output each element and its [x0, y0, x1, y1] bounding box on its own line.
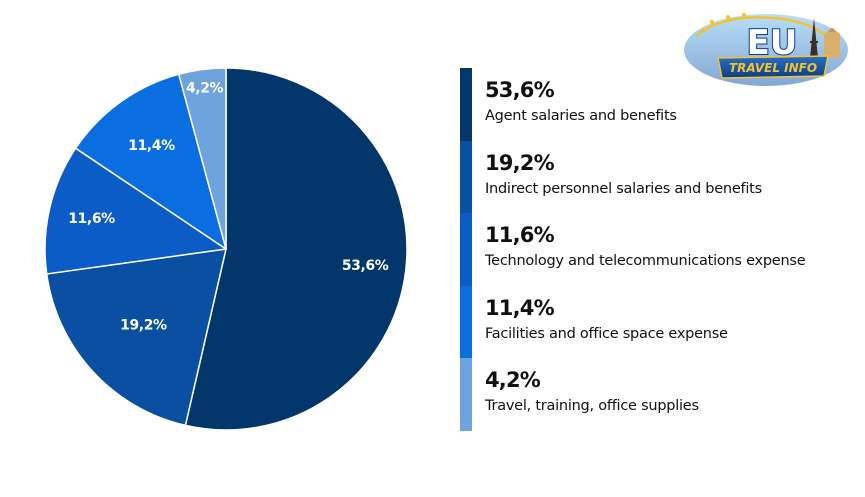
pie-slice-1 — [184, 67, 408, 431]
legend-item-facilities: 11,4% Facilities and office space expens… — [460, 285, 860, 359]
pie-slice-3 — [44, 147, 227, 275]
legend-item-travel-training: 4,2% Travel, training, office supplies — [460, 358, 860, 431]
legend-label: Technology and telecommunications expens… — [485, 253, 806, 270]
pie-slice-label-2: 19,2% — [120, 318, 167, 334]
legend-item-indirect-personnel: 19,2% Indirect personnel salaries and be… — [460, 140, 860, 214]
legend-color-bar — [460, 140, 472, 214]
legend-value: 4,2% — [485, 368, 541, 393]
pie-slice-labels: 53,6% 19,2% 11,6% 11,4% 4,2% — [68, 80, 389, 333]
legend-value: 19,2% — [485, 150, 555, 175]
legend: 53,6% Agent salaries and benefits 19,2% … — [460, 68, 860, 431]
pie-slice-2 — [45, 248, 227, 427]
legend-label: Agent salaries and benefits — [485, 108, 677, 124]
pie-slice-label-3: 11,6% — [68, 211, 115, 227]
legend-label: Facilities and office space expense — [485, 325, 728, 342]
star-icon — [702, 13, 746, 32]
eu-travel-info-logo: EU TRAVEL INFO — [684, 13, 848, 86]
legend-value: 11,6% — [485, 223, 555, 248]
legend-color-bar — [460, 358, 472, 431]
legend-label: Indirect personnel salaries and benefits — [485, 180, 762, 197]
pie-chart: 53,6% 19,2% 11,6% 11,4% 4,2% — [44, 67, 408, 431]
legend-value: 53,6% — [485, 78, 555, 102]
pie-slice-5 — [178, 67, 227, 250]
pie-slice-4 — [74, 73, 227, 250]
pie-slices — [44, 67, 408, 431]
legend-item-agent-salaries: 53,6% Agent salaries and benefits — [460, 68, 860, 141]
legend-label: Travel, training, office supplies — [485, 398, 699, 415]
legend-value: 11,4% — [485, 295, 555, 320]
legend-item-technology: 11,6% Technology and telecommunications … — [460, 213, 860, 286]
legend-color-bar — [460, 213, 472, 286]
pie-slice-label-5: 4,2% — [186, 80, 224, 96]
pie-slice-label-1: 53,6% — [342, 258, 389, 274]
legend-color-bar — [460, 285, 472, 359]
landmarks-icon — [810, 18, 840, 58]
pie-slice-label-4: 11,4% — [128, 138, 175, 154]
legend-color-bar — [460, 68, 472, 141]
logo-text-travel-info: TRAVEL INFO — [729, 61, 817, 75]
